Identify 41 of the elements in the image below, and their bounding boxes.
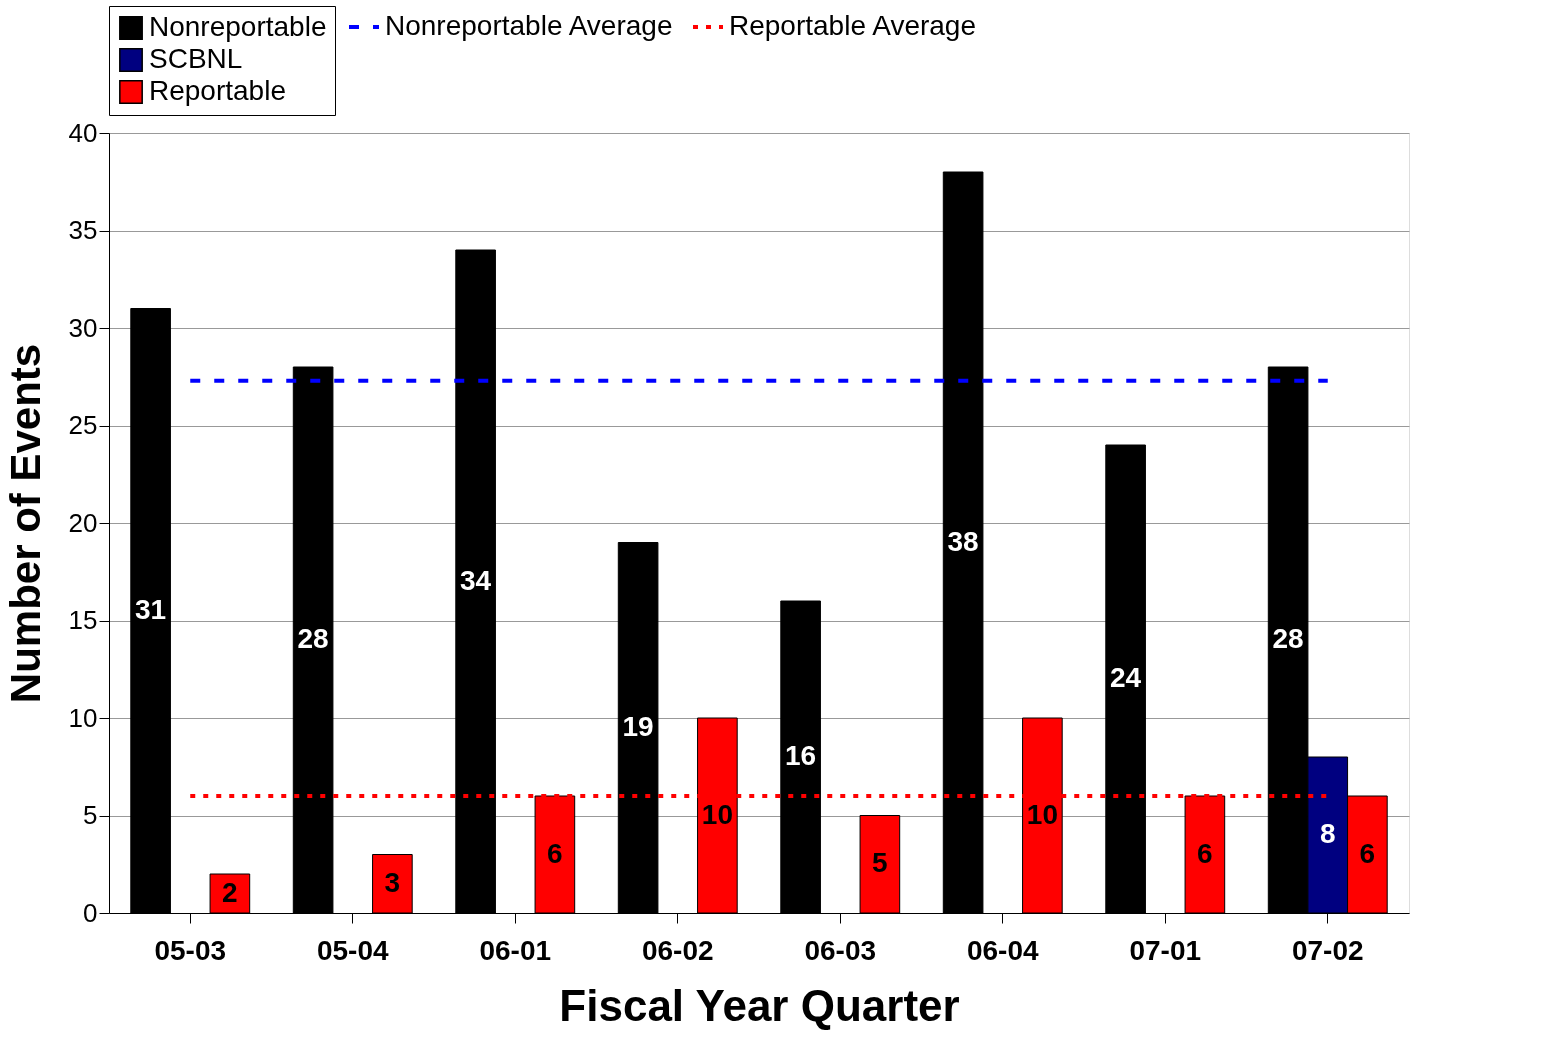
- data-label: 8: [1319, 818, 1336, 849]
- data-label: 28: [1272, 623, 1304, 654]
- legend-label: Nonreportable: [149, 11, 327, 42]
- data-label: 10: [701, 798, 733, 830]
- y-tick-label: 40: [68, 117, 98, 148]
- x-tick-label: 07-02: [1291, 934, 1364, 966]
- x-tick-label: 06-03: [804, 934, 877, 966]
- data-label: 6: [547, 837, 563, 869]
- x-tick-label: 05-03: [154, 934, 227, 966]
- x-tick-label: 06-01: [479, 934, 552, 966]
- y-tick-label: 20: [68, 507, 98, 538]
- y-tick-label: 30: [68, 312, 98, 343]
- data-label: 24: [1110, 662, 1142, 693]
- data-label: 38: [947, 525, 979, 557]
- data-label: 6: [1359, 837, 1376, 869]
- x-tick-label: 07-01: [1129, 934, 1202, 966]
- data-label: 34: [460, 564, 492, 596]
- data-label: 2: [222, 876, 238, 908]
- data-label: 31: [135, 593, 167, 625]
- data-label: 10: [1026, 798, 1058, 830]
- x-tick-label: 06-02: [641, 934, 714, 966]
- y-tick-label: 5: [83, 800, 98, 830]
- legend-label: Nonreportable Average: [385, 10, 673, 41]
- legend-label: Reportable: [149, 75, 286, 106]
- legend-label: Reportable Average: [729, 10, 976, 41]
- y-tick-label: 0: [83, 897, 98, 928]
- y-tick-label: 15: [68, 605, 98, 635]
- x-axis-title: Fiscal Year Quarter: [559, 980, 960, 1030]
- data-label: 3: [384, 866, 401, 898]
- x-tick-label: 06-04: [966, 934, 1039, 966]
- legend-label: SCBNL: [149, 43, 243, 74]
- data-label: 16: [785, 740, 817, 771]
- data-label: 19: [622, 710, 654, 742]
- data-label: 5: [872, 847, 888, 879]
- data-label: 28: [297, 623, 329, 654]
- x-tick-label: 05-04: [316, 934, 389, 966]
- data-label: 6: [1197, 837, 1213, 869]
- y-tick-label: 35: [68, 215, 98, 245]
- y-tick-label: 25: [68, 410, 98, 440]
- y-axis-title: Number of Events: [1, 343, 49, 704]
- y-tick-label: 10: [68, 702, 98, 733]
